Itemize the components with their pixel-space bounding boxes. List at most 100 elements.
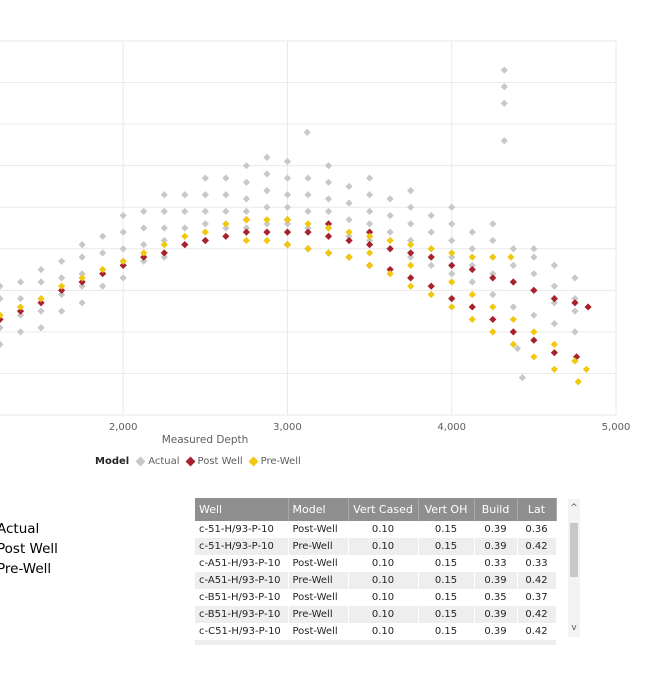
point-post-well[interactable] — [407, 274, 415, 282]
point-actual[interactable] — [489, 270, 497, 278]
point-post-well[interactable] — [99, 270, 107, 278]
point-actual[interactable] — [448, 203, 456, 211]
point-actual[interactable] — [16, 328, 25, 336]
point-actual[interactable] — [222, 207, 230, 215]
point-pre-well[interactable] — [571, 357, 579, 365]
point-actual[interactable] — [119, 245, 127, 253]
point-actual[interactable] — [222, 224, 230, 232]
point-actual[interactable] — [571, 274, 579, 282]
column-header[interactable]: Build — [474, 498, 518, 521]
point-actual[interactable] — [386, 228, 394, 236]
point-actual[interactable] — [160, 191, 168, 199]
point-pre-well[interactable] — [448, 249, 456, 257]
point-actual[interactable] — [99, 249, 107, 257]
point-actual[interactable] — [509, 245, 517, 253]
point-pre-well[interactable] — [140, 249, 148, 257]
point-actual[interactable] — [242, 178, 250, 186]
point-actual[interactable] — [304, 224, 312, 232]
point-actual[interactable] — [324, 195, 333, 203]
point-actual[interactable] — [58, 290, 66, 299]
point-actual[interactable] — [366, 220, 374, 228]
point-actual[interactable] — [222, 191, 230, 199]
table-row[interactable]: c-A51-H/93-P-10 Post-Well 0.10 0.15 0.33 0.33 — [195, 555, 557, 572]
point-post-well[interactable] — [530, 286, 538, 294]
point-actual[interactable] — [509, 303, 517, 311]
point-actual[interactable] — [160, 224, 168, 232]
point-pre-well[interactable] — [407, 261, 415, 269]
point-actual[interactable] — [78, 241, 86, 249]
point-pre-well[interactable] — [78, 274, 86, 282]
point-actual[interactable] — [201, 207, 209, 215]
point-post-well[interactable] — [324, 232, 333, 240]
point-post-well[interactable] — [181, 241, 189, 249]
point-post-well[interactable] — [509, 278, 517, 286]
point-pre-well[interactable] — [366, 261, 374, 269]
point-actual[interactable] — [0, 324, 4, 332]
point-post-well[interactable] — [448, 261, 456, 269]
point-actual[interactable] — [489, 220, 497, 228]
table-row[interactable]: c-C51-H/93-P-10 Post-Well 0.10 0.15 0.39 0.42 — [195, 623, 557, 640]
point-actual[interactable] — [37, 307, 45, 315]
point-post-well[interactable] — [366, 228, 374, 236]
point-actual[interactable] — [366, 191, 374, 199]
point-pre-well[interactable] — [574, 378, 582, 386]
point-post-well[interactable] — [427, 253, 435, 261]
point-actual[interactable] — [500, 83, 508, 91]
point-actual[interactable] — [0, 295, 4, 303]
column-header[interactable]: Well — [195, 498, 289, 521]
point-post-well[interactable] — [509, 328, 517, 336]
point-actual[interactable] — [140, 257, 148, 265]
point-actual[interactable] — [427, 228, 435, 236]
point-post-well[interactable] — [263, 228, 271, 236]
point-actual[interactable] — [160, 253, 168, 261]
point-actual[interactable] — [304, 207, 312, 215]
point-actual[interactable] — [160, 207, 168, 215]
point-pre-well[interactable] — [427, 290, 435, 299]
point-post-well[interactable] — [119, 261, 127, 269]
point-actual[interactable] — [283, 191, 292, 199]
point-actual[interactable] — [571, 328, 579, 336]
point-pre-well[interactable] — [448, 278, 456, 286]
point-actual[interactable] — [119, 228, 127, 236]
point-post-well[interactable] — [160, 249, 168, 257]
scroll-down-icon[interactable]: v — [571, 623, 577, 633]
legend-item-actual[interactable]: Actual — [135, 456, 180, 467]
point-actual[interactable] — [181, 191, 189, 199]
point-post-well[interactable] — [468, 303, 476, 311]
point-pre-well[interactable] — [386, 270, 394, 278]
point-post-well[interactable] — [571, 299, 579, 307]
point-pre-well[interactable] — [345, 253, 353, 261]
point-actual[interactable] — [58, 257, 66, 265]
point-actual[interactable] — [448, 270, 456, 278]
point-actual[interactable] — [550, 299, 558, 307]
slicer-item-actual[interactable]: Actual — [0, 521, 40, 537]
point-actual[interactable] — [468, 278, 476, 286]
point-post-well[interactable] — [550, 295, 558, 303]
legend-item-post-well[interactable]: Post Well — [185, 456, 243, 467]
point-actual[interactable] — [263, 187, 271, 195]
point-actual[interactable] — [242, 162, 250, 170]
point-post-well[interactable] — [78, 278, 86, 286]
point-pre-well[interactable] — [468, 315, 476, 324]
point-pre-well[interactable] — [448, 303, 456, 311]
point-actual[interactable] — [345, 232, 353, 240]
point-actual[interactable] — [571, 295, 579, 303]
point-actual[interactable] — [181, 207, 189, 215]
point-pre-well[interactable] — [427, 245, 435, 253]
point-actual[interactable] — [78, 299, 86, 307]
point-actual[interactable] — [99, 232, 107, 240]
point-post-well[interactable] — [386, 245, 394, 253]
point-pre-well[interactable] — [201, 228, 209, 236]
point-actual[interactable] — [263, 153, 271, 161]
point-post-well[interactable] — [16, 307, 25, 315]
point-pre-well[interactable] — [304, 220, 312, 228]
point-actual[interactable] — [550, 282, 558, 290]
point-actual[interactable] — [263, 203, 271, 211]
point-pre-well[interactable] — [530, 353, 538, 361]
point-post-well[interactable] — [222, 232, 230, 240]
point-actual[interactable] — [345, 182, 353, 191]
point-pre-well[interactable] — [263, 236, 271, 245]
point-actual[interactable] — [366, 207, 374, 215]
point-pre-well[interactable] — [0, 311, 4, 319]
point-post-well[interactable] — [489, 274, 497, 282]
